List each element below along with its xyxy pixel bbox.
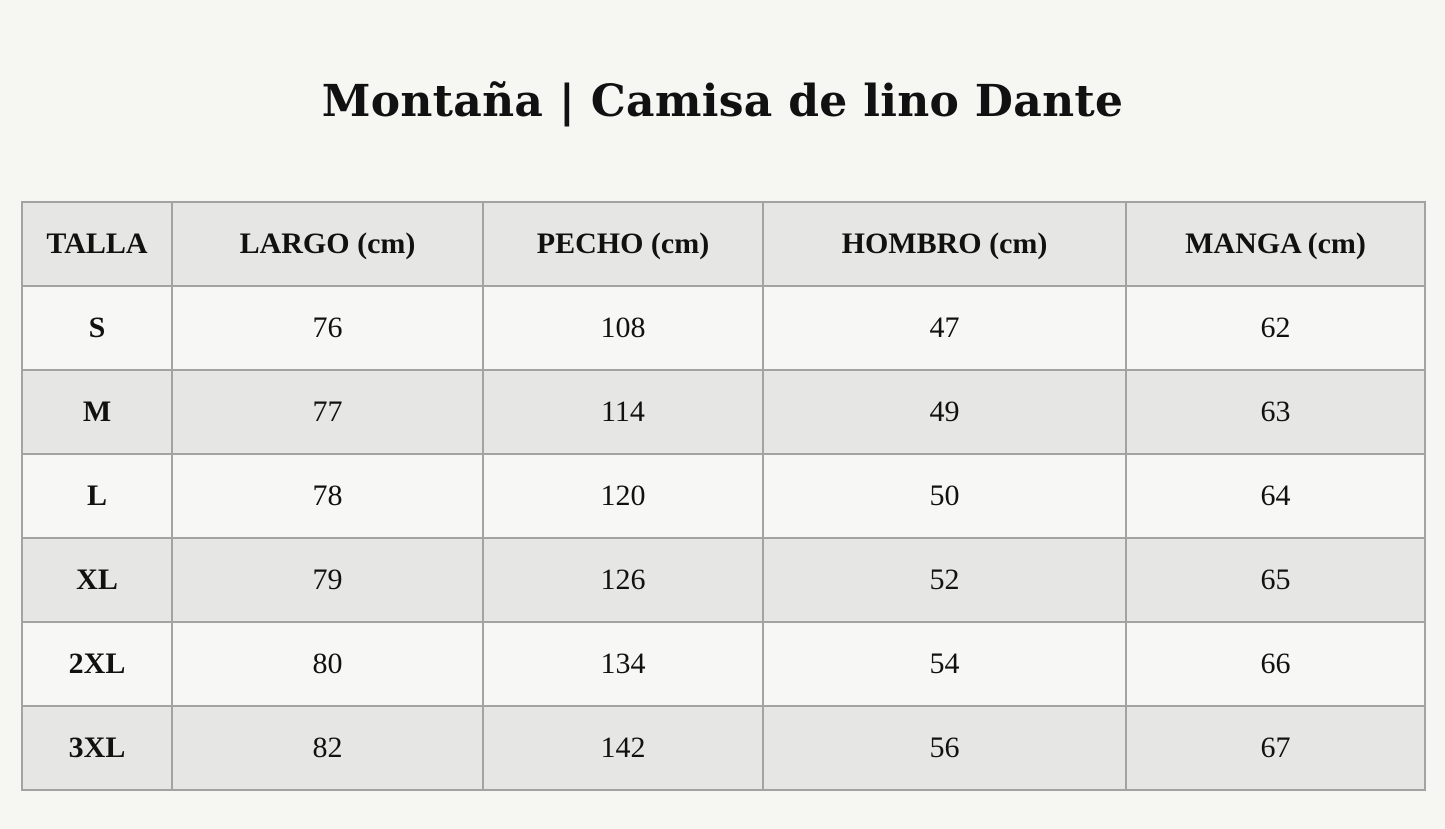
pecho-cell: 114: [482, 369, 764, 455]
largo-cell: 80: [171, 621, 484, 707]
table-row: 3XL 82 142 56 67: [21, 705, 1426, 791]
size-cell: L: [21, 453, 173, 539]
pecho-cell: 126: [482, 537, 764, 623]
hombro-cell: 54: [762, 621, 1127, 707]
size-cell: 2XL: [21, 621, 173, 707]
hombro-cell: 49: [762, 369, 1127, 455]
table-row: 2XL 80 134 54 66: [21, 621, 1426, 707]
manga-cell: 62: [1125, 285, 1426, 371]
header-hombro: HOMBRO (cm): [762, 201, 1127, 287]
size-cell: S: [21, 285, 173, 371]
largo-cell: 77: [171, 369, 484, 455]
table-row: XL 79 126 52 65: [21, 537, 1426, 623]
hombro-cell: 47: [762, 285, 1127, 371]
page-title: Montaña | Camisa de lino Dante: [321, 76, 1124, 127]
hombro-cell: 50: [762, 453, 1127, 539]
header-talla: TALLA: [21, 201, 173, 287]
table-row: M 77 114 49 63: [21, 369, 1426, 455]
hombro-cell: 52: [762, 537, 1127, 623]
pecho-cell: 108: [482, 285, 764, 371]
pecho-cell: 142: [482, 705, 764, 791]
largo-cell: 76: [171, 285, 484, 371]
size-cell: 3XL: [21, 705, 173, 791]
header-largo: LARGO (cm): [171, 201, 484, 287]
pecho-cell: 134: [482, 621, 764, 707]
size-cell: M: [21, 369, 173, 455]
header-pecho: PECHO (cm): [482, 201, 764, 287]
manga-cell: 63: [1125, 369, 1426, 455]
largo-cell: 79: [171, 537, 484, 623]
largo-cell: 82: [171, 705, 484, 791]
table-row: S 76 108 47 62: [21, 285, 1426, 371]
table-header-row: TALLA LARGO (cm) PECHO (cm) HOMBRO (cm) …: [21, 201, 1426, 287]
manga-cell: 64: [1125, 453, 1426, 539]
pecho-cell: 120: [482, 453, 764, 539]
manga-cell: 67: [1125, 705, 1426, 791]
manga-cell: 65: [1125, 537, 1426, 623]
size-cell: XL: [21, 537, 173, 623]
size-chart-table: TALLA LARGO (cm) PECHO (cm) HOMBRO (cm) …: [21, 201, 1426, 791]
largo-cell: 78: [171, 453, 484, 539]
hombro-cell: 56: [762, 705, 1127, 791]
manga-cell: 66: [1125, 621, 1426, 707]
header-manga: MANGA (cm): [1125, 201, 1426, 287]
table-row: L 78 120 50 64: [21, 453, 1426, 539]
